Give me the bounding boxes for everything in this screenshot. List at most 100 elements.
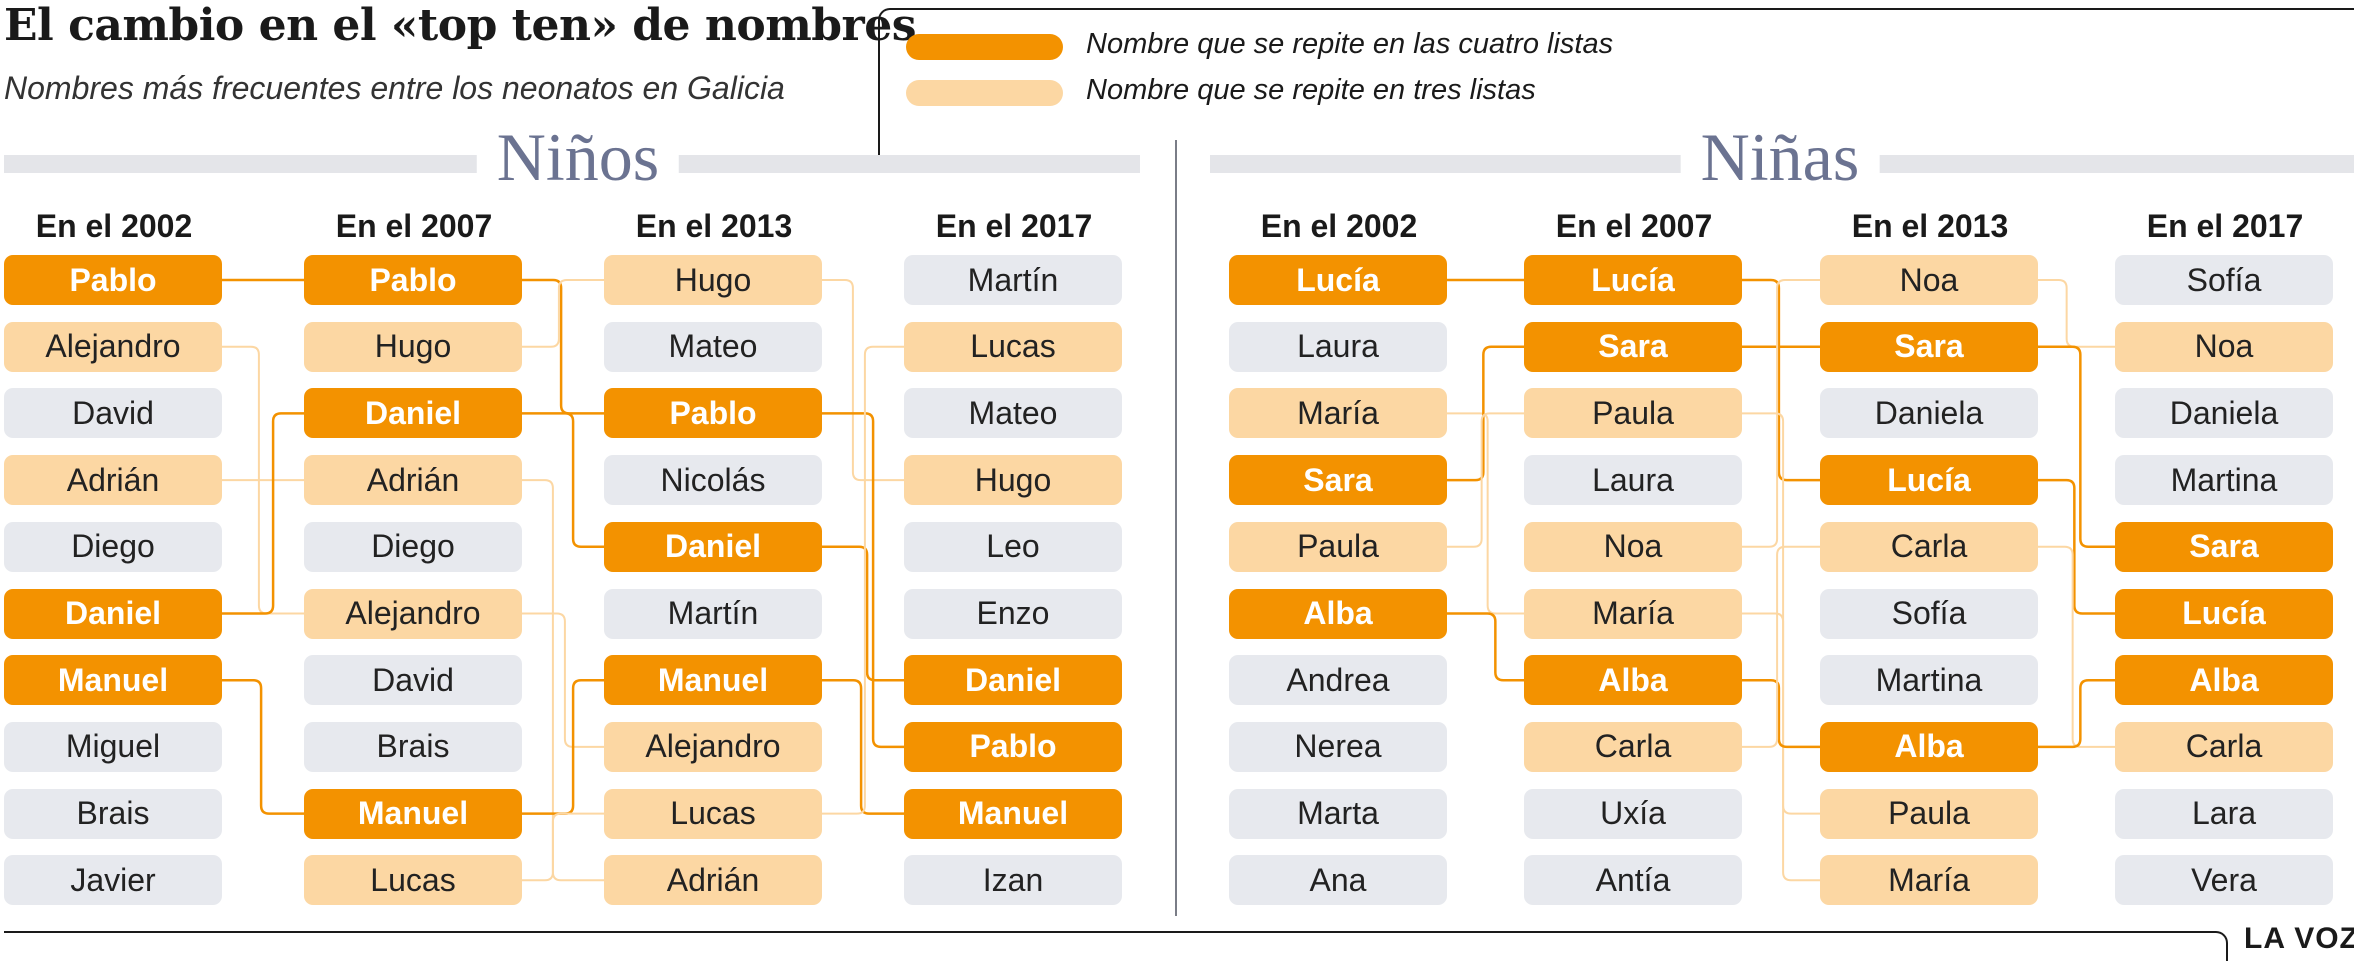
name-pill-lucia: Lucía (1820, 455, 2038, 506)
name-pill-adrian: Adrián (4, 455, 222, 506)
name-pill-hugo: Hugo (304, 321, 522, 372)
name-pill-carla: Carla (2115, 721, 2333, 772)
connector-line-carla (1742, 545, 1820, 748)
name-pill-alejandro: Alejandro (604, 721, 822, 772)
name-pill-sofia: Sofía (1820, 588, 2038, 639)
legend-swatch-four-lists (906, 34, 1063, 60)
connector-line-manuel (222, 678, 304, 815)
legend-label-four-lists: Nombre que se repite en las cuatro lista… (1086, 28, 1614, 60)
column-header: En el 2013 (1851, 208, 2009, 244)
connector-line-paula (1742, 412, 1820, 815)
name-pill-maria: María (1820, 855, 2038, 906)
name-pill-alba: Alba (1524, 655, 1742, 706)
connector-line-alba (1742, 678, 1820, 749)
name-pill-marta: Marta (1229, 788, 1447, 839)
name-pill-diego: Diego (4, 521, 222, 572)
name-pill-adrian: Adrián (604, 855, 822, 906)
name-pill-martin: Martín (604, 588, 822, 639)
name-pill-paula: Paula (1229, 521, 1447, 572)
connector-line-pablo (822, 412, 904, 749)
name-pill-adrian: Adrián (304, 455, 522, 506)
connector-line-carla (2038, 545, 2115, 748)
name-pill-pablo: Pablo (904, 721, 1122, 772)
name-pill-manuel: Manuel (604, 655, 822, 706)
name-pill-maria: María (1229, 388, 1447, 439)
name-pill-maria: María (1524, 588, 1742, 639)
name-pill-hugo: Hugo (604, 255, 822, 305)
connector-line-sara (2038, 345, 2115, 549)
column-header: En el 2017 (935, 208, 1093, 244)
name-pill-daniela: Daniela (1820, 388, 2038, 439)
connector-line-lucia (2038, 478, 2115, 615)
name-pill-sara: Sara (1820, 321, 2038, 372)
section-divider (1175, 140, 1177, 916)
connector-line-adrian (522, 479, 604, 882)
name-pill-ana: Ana (1229, 855, 1447, 906)
name-pill-martina: Martina (1820, 655, 2038, 706)
brand-logo: LA VOZ (2244, 922, 2354, 955)
name-pill-izan: Izan (904, 855, 1122, 906)
name-pill-andrea: Andrea (1229, 655, 1447, 706)
name-pill-manuel: Manuel (304, 788, 522, 839)
name-pill-laura: Laura (1229, 321, 1447, 372)
name-pill-manuel: Manuel (4, 655, 222, 706)
name-pill-daniela: Daniela (2115, 388, 2333, 439)
name-pill-martina: Martina (2115, 455, 2333, 506)
name-pill-carla: Carla (1524, 721, 1742, 772)
name-pill-noa: Noa (1524, 521, 1742, 572)
legend-swatch-three-lists (906, 80, 1063, 106)
name-pill-nicolas: Nicolás (604, 455, 822, 506)
name-pill-sara: Sara (1524, 321, 1742, 372)
legend-label-three-lists: Nombre que se repite en tres listas (1086, 74, 1536, 106)
section-title-girls: Niñas (1680, 118, 1880, 197)
name-pill-lucas: Lucas (304, 855, 522, 906)
name-pill-david: David (304, 655, 522, 706)
name-pill-hugo: Hugo (904, 455, 1122, 506)
name-pill-daniel: Daniel (304, 388, 522, 439)
column-header: En el 2007 (1555, 208, 1713, 244)
connector-line-lucas (822, 345, 904, 815)
name-pill-noa: Noa (2115, 321, 2333, 372)
column-header: En el 2002 (35, 208, 193, 244)
connector-line-manuel (822, 678, 904, 815)
name-pill-pablo: Pablo (4, 255, 222, 305)
name-pill-pablo: Pablo (304, 255, 522, 305)
name-pill-martin: Martín (904, 255, 1122, 305)
name-pill-lucia: Lucía (1229, 255, 1447, 305)
name-pill-lucas: Lucas (604, 788, 822, 839)
connector-line-paula (1447, 412, 1524, 548)
name-pill-uxia: Uxía (1524, 788, 1742, 839)
legend-frame (878, 8, 2354, 160)
name-pill-manuel: Manuel (904, 788, 1122, 839)
name-pill-mateo: Mateo (604, 321, 822, 372)
name-pill-brais: Brais (4, 788, 222, 839)
name-pill-enzo: Enzo (904, 588, 1122, 639)
connector-line-lucia (1742, 278, 1820, 482)
connector-line-alba (2038, 678, 2115, 749)
connector-line-alba (1447, 612, 1524, 682)
name-pill-sara: Sara (1229, 455, 1447, 506)
section-title-boys: Niños (476, 118, 680, 197)
connector-line-noa (2038, 279, 2115, 348)
name-pill-antia: Antía (1524, 855, 1742, 906)
name-pill-david: David (4, 388, 222, 439)
column-header: En el 2013 (635, 208, 793, 244)
connector-line-lucas (522, 812, 604, 882)
name-pill-laura: Laura (1524, 455, 1742, 506)
connector-line-hugo (522, 279, 604, 348)
name-pill-lara: Lara (2115, 788, 2333, 839)
name-pill-miguel: Miguel (4, 721, 222, 772)
name-pill-daniel: Daniel (604, 521, 822, 572)
name-pill-diego: Diego (304, 521, 522, 572)
name-pill-alejandro: Alejandro (4, 321, 222, 372)
name-pill-nerea: Nerea (1229, 721, 1447, 772)
name-pill-pablo: Pablo (604, 388, 822, 439)
name-pill-sofia: Sofía (2115, 255, 2333, 305)
name-pill-alba: Alba (1820, 721, 2038, 772)
connector-line-alejandro (522, 612, 604, 748)
name-pill-mateo: Mateo (904, 388, 1122, 439)
column-header: En el 2007 (335, 208, 493, 244)
connector-line-hugo (822, 279, 904, 482)
column-header: En el 2017 (2146, 208, 2304, 244)
